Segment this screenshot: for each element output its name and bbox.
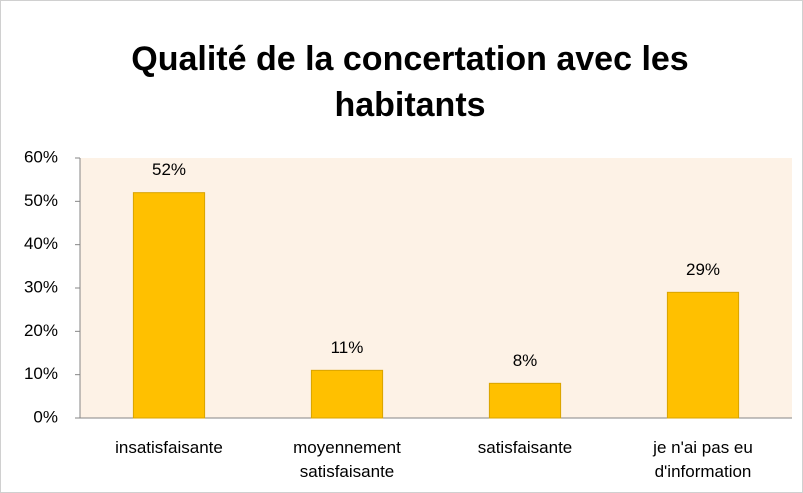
y-tick-label: 10% (24, 364, 58, 383)
bar (666, 291, 740, 419)
data-label: 8% (513, 351, 538, 370)
x-tick-label: insatisfaisante (115, 438, 223, 457)
y-tick-label: 30% (24, 277, 58, 296)
data-label: 11% (331, 338, 364, 357)
bar (488, 382, 562, 419)
y-tick-label: 50% (24, 191, 58, 210)
x-tick-label: satisfaisante (477, 438, 573, 457)
x-tick-label: je n'ai pas eu d'information (653, 438, 753, 481)
y-tick-label: 60% (24, 147, 58, 166)
bar (310, 369, 384, 419)
y-tick-label: 20% (24, 321, 58, 340)
chart-title: Qualité de la concertation avec les habi… (131, 40, 689, 124)
data-label: 29% (686, 260, 720, 279)
y-tick-label: 40% (24, 234, 58, 253)
bar (132, 192, 206, 419)
data-label: 52% (152, 160, 186, 179)
x-tick-label: moyennement satisfaisante (293, 438, 401, 481)
y-tick-label: 0% (33, 407, 58, 426)
